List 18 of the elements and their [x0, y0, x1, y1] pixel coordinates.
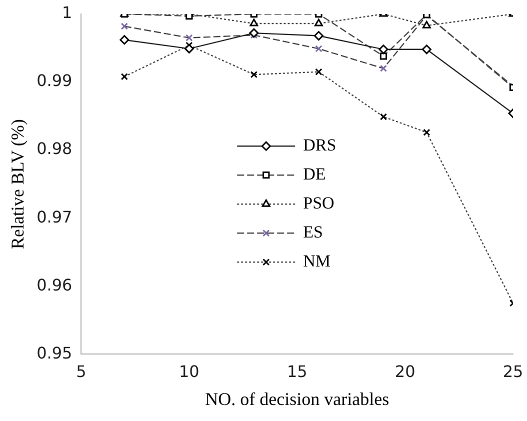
legend-label: ES [303, 222, 323, 242]
x-tick-label: 10 [178, 362, 200, 381]
y-tick-label: 0.96 [36, 275, 72, 294]
y-tick-label: 1 [62, 3, 72, 22]
y-tick-label: 0.95 [36, 343, 72, 362]
x-tick-label: 20 [394, 362, 416, 381]
legend-label: DE [303, 164, 326, 184]
x-tick-label: 5 [76, 362, 86, 381]
x-tick-label: 15 [286, 362, 308, 381]
x-axis-title: NO. of decision variables [205, 388, 390, 409]
y-tick-label: 0.98 [36, 139, 72, 158]
legend-label: DRS [303, 136, 336, 155]
y-tick-label: 0.99 [36, 71, 72, 90]
y-tick-label: 0.97 [36, 207, 72, 226]
y-axis-title: Relative BLV (%) [8, 119, 28, 250]
legend-label: PSO [303, 194, 334, 213]
x-tick-label: 25 [502, 362, 524, 381]
legend-label: NM [303, 252, 331, 271]
